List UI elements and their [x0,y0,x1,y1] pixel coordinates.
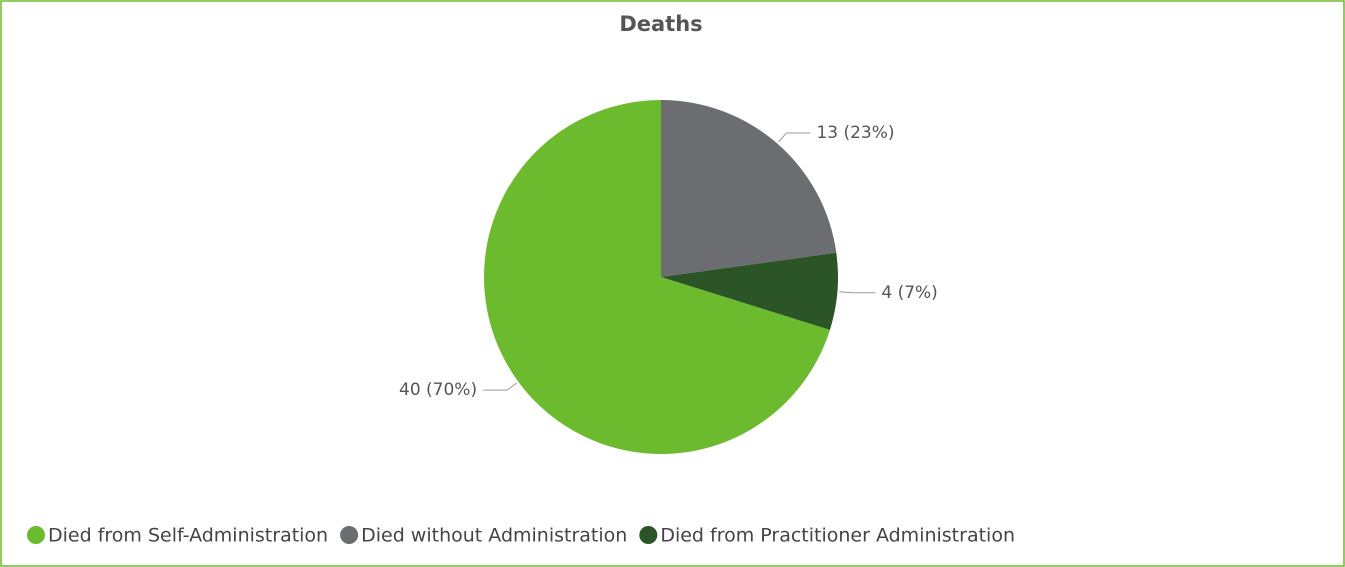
data-label: 40 (70%) [399,380,477,400]
chart-title: Deaths [619,12,702,36]
leader-line [483,382,518,391]
legend-swatch [27,526,45,544]
pie-slice [484,100,830,455]
pie-slice [661,252,838,330]
legend-label: Died without Administration [361,525,627,547]
legend-label: Died from Self-Administration [48,525,328,547]
data-label: 13 (23%) [816,123,894,143]
data-label: 4 (7%) [881,283,937,303]
leader-line [839,291,876,294]
legend-swatch [639,526,658,544]
leader-line [778,132,811,143]
legend-swatch [340,526,359,544]
legend-label: Died from Practitioner Administration [660,525,1015,547]
pie-slice [661,100,837,277]
